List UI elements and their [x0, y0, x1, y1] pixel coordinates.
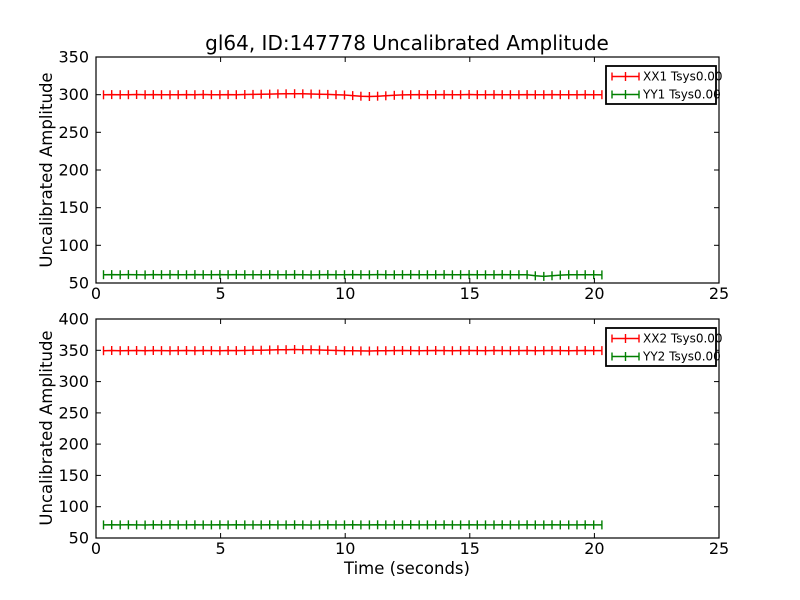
legend-key-yy2	[611, 352, 640, 361]
axes-frame	[95, 318, 720, 539]
x-axis-label: Time (seconds)	[343, 559, 470, 578]
legend-box	[605, 65, 717, 105]
series-markers-yy2	[102, 520, 603, 530]
x-tick-label: 20	[584, 539, 604, 558]
x-tick-label: 15	[460, 284, 480, 303]
y-tick-label: 350	[58, 341, 89, 360]
x-tick-label: 25	[709, 539, 729, 558]
y-tick-label: 200	[58, 435, 89, 454]
x-tick-label: 20	[584, 284, 604, 303]
series-markers-xx2	[102, 345, 603, 356]
x-tick-label: 10	[335, 539, 355, 558]
y-tick-label: 50	[69, 274, 89, 293]
x-tick-label: 15	[460, 539, 480, 558]
x-tick-label: 25	[709, 284, 729, 303]
legend-key-xx1	[611, 72, 640, 81]
legend-label-xx1: XX1 Tsys0.00	[643, 70, 723, 84]
y-tick-label: 250	[58, 403, 89, 422]
y-tick-label: 50	[69, 529, 89, 548]
series-markers-yy1	[102, 270, 603, 281]
figure-title: gl64, ID:147778 Uncalibrated Amplitude	[205, 31, 609, 55]
x-tick-label: 5	[216, 284, 226, 303]
x-tick-label: 5	[216, 539, 226, 558]
legend-key-yy1	[611, 90, 640, 99]
x-tick-label: 0	[91, 284, 101, 303]
legend-key-xx2	[611, 334, 640, 343]
y-tick-label: 400	[58, 310, 89, 329]
y-tick-label: 100	[58, 497, 89, 516]
x-tick-label: 10	[335, 284, 355, 303]
subplot-top: 0 5 10 15 20 25 50 100 150 200 250 300 350 XX1 Tsys0.…	[58, 48, 729, 304]
y-axis-label-top: Uncalibrated Amplitude	[37, 72, 56, 267]
y-axis-label-bottom: Uncalibrated Amplitude	[37, 330, 56, 525]
legend-box	[605, 327, 717, 367]
y-tick-label: 250	[58, 123, 89, 142]
y-tick-label: 150	[58, 466, 89, 485]
legend-label-yy2: YY2 Tsys0.00	[642, 350, 721, 364]
y-tick-label: 200	[58, 161, 89, 180]
y-tick-label: 300	[58, 85, 89, 104]
subplot-bottom: 0 5 10 15 20 25 50 100 150 200 250 300 350 400 XX2 Tsy…	[58, 310, 729, 559]
legend-label-xx2: XX2 Tsys0.00	[643, 332, 723, 346]
legend-label-yy1: YY1 Tsys0.00	[642, 88, 721, 102]
y-tick-label: 100	[58, 236, 89, 255]
x-tick-label: 0	[91, 539, 101, 558]
y-tick-label: 300	[58, 372, 89, 391]
y-tick-label: 350	[58, 48, 89, 67]
y-tick-label: 150	[58, 198, 89, 217]
series-markers-xx1	[102, 89, 603, 101]
